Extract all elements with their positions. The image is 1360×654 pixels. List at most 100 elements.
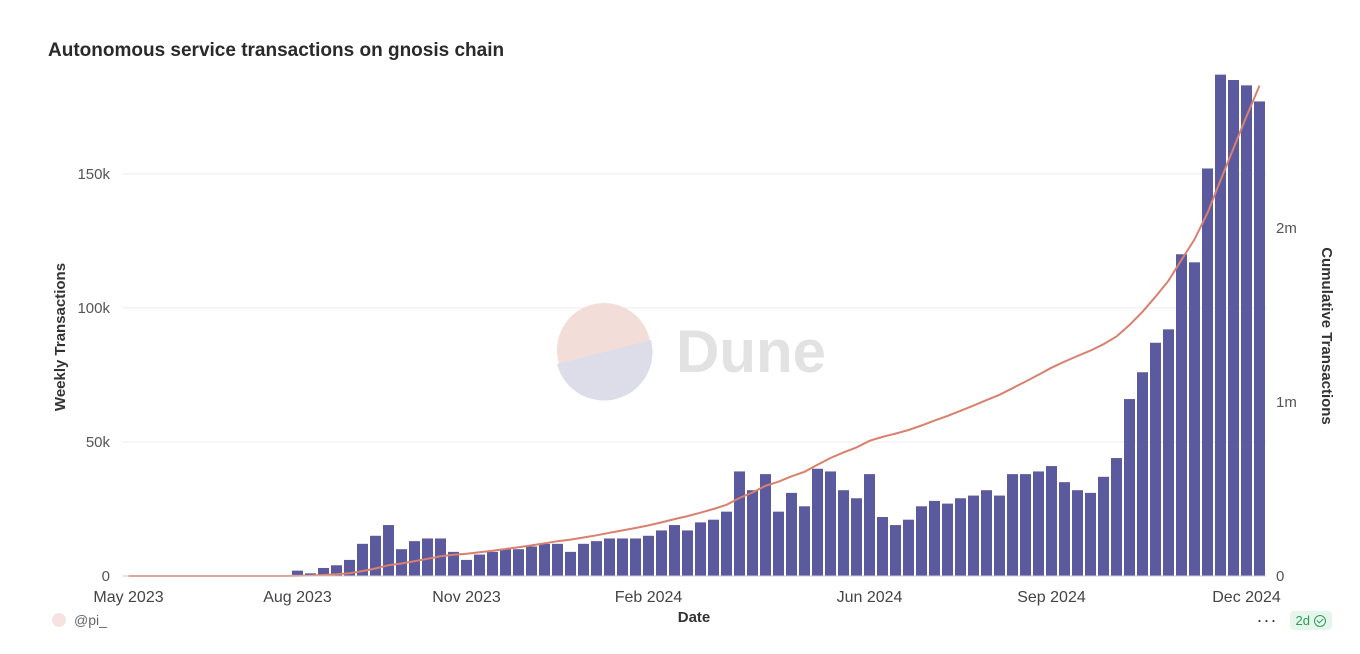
x-tick-label: Feb 2024 — [615, 589, 683, 606]
x-tick-label: Aug 2023 — [263, 589, 332, 606]
weekly-bar — [513, 549, 524, 576]
weekly-bar — [1020, 474, 1031, 576]
y-axis-title: Weekly Transactions — [52, 263, 69, 411]
weekly-bar — [1241, 85, 1252, 577]
weekly-bar — [877, 517, 888, 576]
cumulative-line-series — [128, 85, 1261, 577]
age-label: 2d — [1295, 613, 1310, 628]
weekly-bar — [1228, 80, 1239, 576]
weekly-bar — [1098, 476, 1109, 576]
weekly-bar — [994, 495, 1005, 576]
weekly-bar — [1215, 74, 1226, 576]
weekly-bar — [838, 490, 849, 576]
weekly-bar — [929, 500, 940, 576]
weekly-bar — [747, 490, 758, 576]
weekly-bar — [526, 546, 537, 576]
weekly-bar — [656, 530, 667, 576]
weekly-bar — [409, 541, 420, 576]
weekly-bar — [552, 543, 563, 576]
y-tick-label: 150k — [77, 166, 110, 183]
weekly-bar — [773, 511, 784, 576]
watermark-logo-bottom — [557, 340, 653, 401]
footer-actions: ··· 2d — [1257, 610, 1332, 631]
weekly-bar — [1072, 490, 1083, 576]
x-tick-label: Sep 2024 — [1017, 589, 1086, 606]
weekly-bar — [461, 559, 472, 576]
weekly-bar — [786, 492, 797, 576]
weekly-bar — [760, 474, 771, 576]
weekly-bar — [383, 525, 394, 576]
weekly-bar — [357, 543, 368, 576]
y-tick-label: 50k — [86, 434, 111, 451]
weekly-bar — [669, 525, 680, 576]
weekly-bar — [1176, 254, 1187, 576]
weekly-bar — [1137, 372, 1148, 576]
x-tick-label: Dec 2024 — [1212, 589, 1281, 606]
weekly-bar — [825, 471, 836, 576]
y2-tick-label: 0 — [1276, 568, 1284, 585]
weekly-bar — [1254, 101, 1265, 577]
weekly-bar — [890, 525, 901, 576]
weekly-bar — [1189, 262, 1200, 576]
weekly-bar — [955, 498, 966, 576]
axes: 0 50k 100k 150k 0 1m 2m May 2023 Aug 2023 Nov 202… — [52, 166, 1335, 626]
weekly-bar — [708, 519, 719, 576]
weekly-bar — [331, 565, 342, 576]
chart-title: Autonomous service transactions on gnosi… — [48, 40, 505, 61]
weekly-bar — [318, 567, 329, 576]
weekly-bar — [1150, 342, 1161, 576]
weekly-bar — [851, 498, 862, 576]
weekly-bar — [422, 538, 433, 576]
weekly-bar — [539, 543, 550, 576]
y2-tick-label: 2m — [1276, 220, 1297, 237]
weekly-bar — [1033, 471, 1044, 576]
weekly-bar — [695, 522, 706, 576]
x-axis-title: Date — [678, 609, 711, 626]
weekly-bar — [1202, 168, 1213, 576]
weekly-bar — [799, 506, 810, 576]
weekly-bar — [981, 490, 992, 576]
weekly-bar — [1111, 458, 1122, 576]
weekly-bar — [643, 535, 654, 576]
weekly-bar — [604, 538, 615, 576]
weekly-bar — [370, 535, 381, 576]
grid-lines — [122, 173, 1266, 443]
weekly-bar — [591, 541, 602, 576]
x-tick-label: Nov 2023 — [432, 589, 501, 606]
weekly-bar — [1124, 399, 1135, 576]
check-circle-icon — [1314, 614, 1326, 627]
weekly-bar — [1085, 492, 1096, 576]
y2-axis-title: Cumulative Transactions — [1318, 247, 1335, 425]
weekly-bar — [942, 503, 953, 576]
weekly-bar — [968, 495, 979, 576]
x-tick-label: May 2023 — [93, 589, 163, 606]
weekly-bar — [734, 471, 745, 576]
weekly-bar — [617, 538, 628, 576]
weekly-bar — [500, 549, 511, 576]
y-tick-label: 100k — [77, 300, 110, 317]
author-avatar — [52, 613, 66, 627]
weekly-bar — [1007, 474, 1018, 576]
weekly-bar — [903, 519, 914, 576]
weekly-bar — [812, 468, 823, 576]
more-options-button[interactable]: ··· — [1256, 610, 1278, 630]
weekly-bar — [565, 551, 576, 576]
y-tick-label: 0 — [102, 568, 110, 585]
weekly-bar — [721, 511, 732, 576]
weekly-bar — [344, 559, 355, 576]
author-credit[interactable]: @pi_ — [52, 612, 107, 628]
weekly-bar — [864, 474, 875, 576]
weekly-bar — [578, 543, 589, 576]
weekly-bar — [1163, 329, 1174, 576]
bar-series — [292, 74, 1265, 577]
refresh-age-badge: 2d — [1289, 611, 1332, 630]
weekly-bar — [474, 554, 485, 576]
weekly-bar — [1046, 466, 1057, 576]
weekly-bar — [682, 530, 693, 576]
weekly-bar — [1059, 482, 1070, 576]
weekly-bar — [487, 551, 498, 576]
watermark-text: Dune — [676, 318, 826, 385]
weekly-bar — [916, 506, 927, 576]
weekly-bar — [292, 570, 303, 576]
